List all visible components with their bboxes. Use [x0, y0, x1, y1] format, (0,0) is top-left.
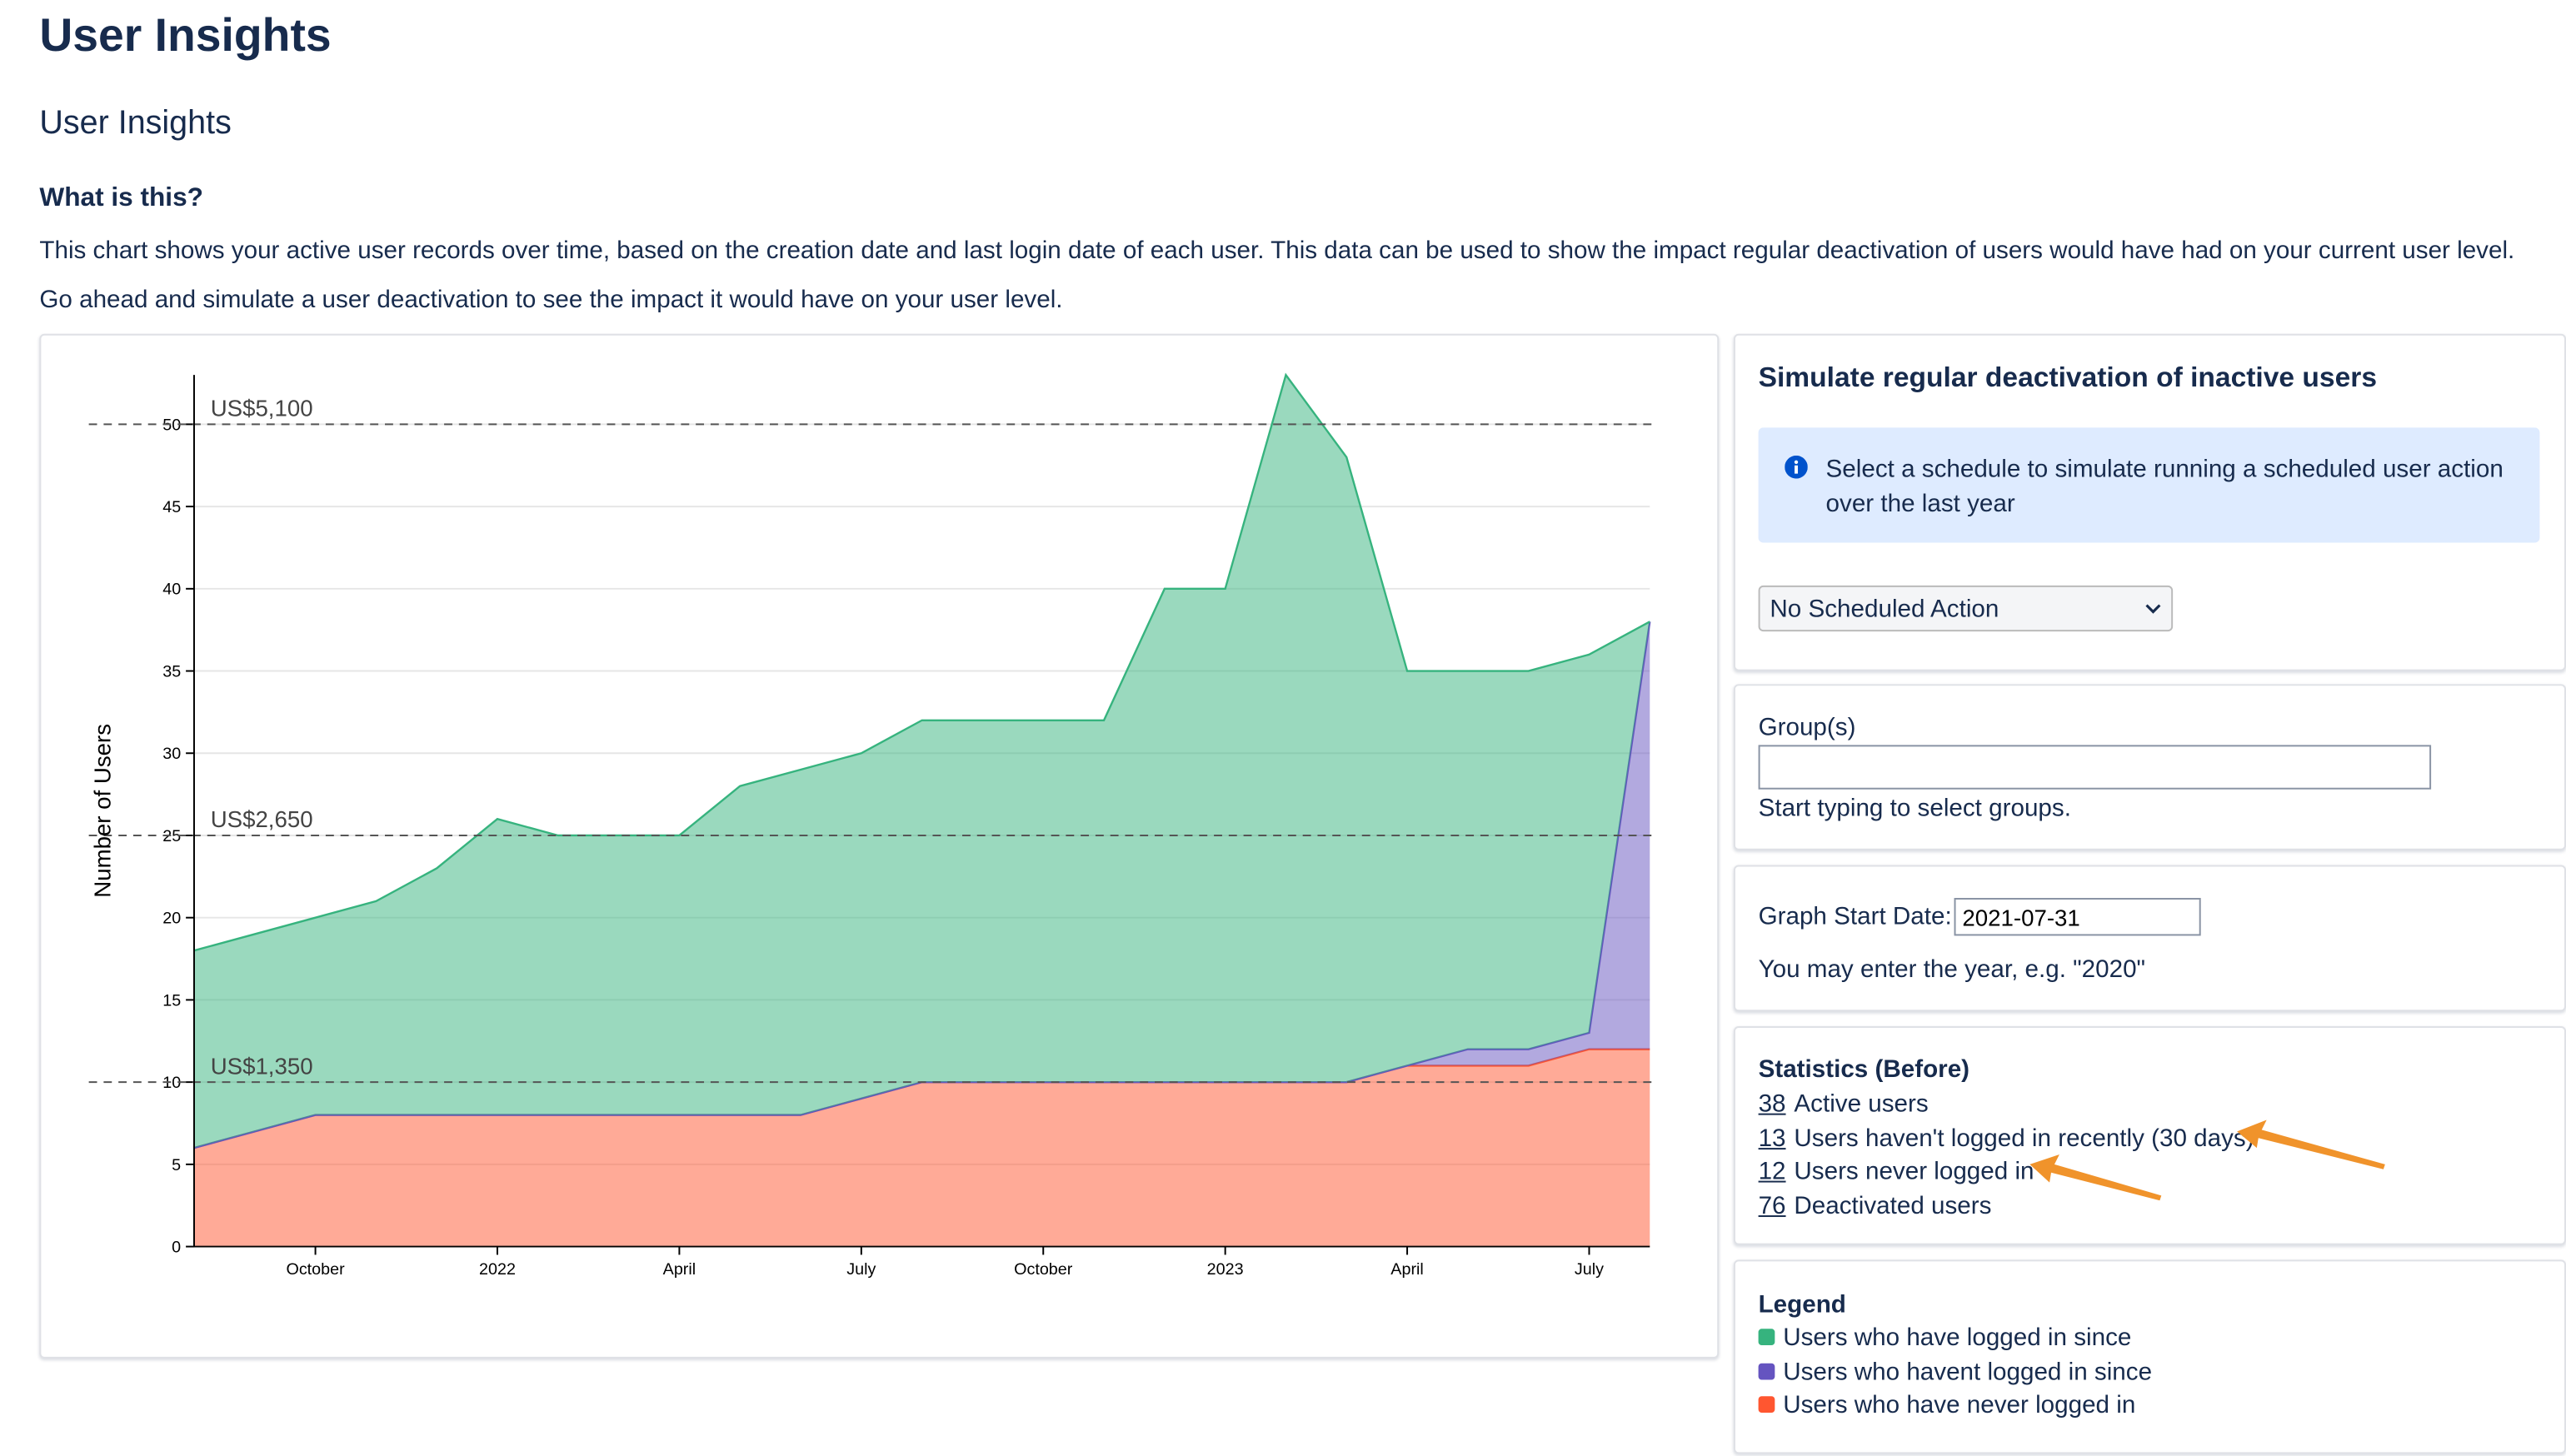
y-tick-label: 10: [162, 1074, 181, 1092]
date-hint: You may enter the year, e.g. "2020": [1758, 955, 2146, 984]
legend-item: Users who have never logged in: [1758, 1389, 2152, 1423]
legend-swatch: [1758, 1396, 1775, 1413]
prompt: Go ahead and simulate a user deactivatio…: [39, 286, 1063, 315]
stat-count[interactable]: 76: [1758, 1191, 1786, 1219]
statistics-panel: Statistics (Before) 38 Active users 13 User…: [1733, 1026, 2566, 1245]
groups-label: Group(s): [1758, 713, 1856, 742]
legend-item: Users who havent logged in since: [1758, 1356, 2153, 1389]
x-tick-label: July: [1575, 1260, 1604, 1279]
info-icon: [1785, 455, 1808, 479]
stat-row: 38 Active users: [1759, 1089, 2254, 1122]
stat-row: 12 Users never logged in: [1759, 1156, 2254, 1189]
stat-label: Active users: [1794, 1090, 1929, 1119]
legend-label: Users who have logged in since: [1783, 1324, 2132, 1352]
area: [193, 375, 1650, 1149]
chevron: [2145, 604, 2161, 614]
simulate-panel: Simulate regular deactivation of inactiv…: [1733, 333, 2566, 671]
y-tick-label: 0: [172, 1238, 181, 1256]
stat-row: 13 Users haven't logged in recently (30 d…: [1759, 1123, 2254, 1156]
y-tick-label: 40: [162, 581, 181, 599]
page-title: User Insights: [39, 9, 332, 62]
y-tick-label: 45: [162, 498, 181, 516]
y-tick-label: 25: [162, 827, 181, 845]
info-text: Select a schedule to simulate running a …: [1825, 455, 2504, 518]
y-tick-label: 20: [162, 910, 181, 928]
x-tick-label: 2022: [479, 1260, 516, 1279]
y-tick-label: 35: [162, 662, 181, 681]
statistics-title: Statistics (Before): [1758, 1055, 1970, 1085]
x-tick-label: October: [286, 1260, 345, 1279]
y-axis-label: Number of Users: [89, 724, 115, 898]
statistics-list: 38 Active users 13 Users haven't logged in …: [1759, 1089, 2254, 1224]
threshold-label: US$1,350: [211, 1053, 313, 1079]
legend-label: Users who havent logged in since: [1783, 1357, 2153, 1386]
schedule-select[interactable]: No Scheduled Action: [1758, 585, 2174, 632]
y-tick-label: 30: [162, 745, 181, 763]
stat-label: Users haven't logged in recently (30 day…: [1794, 1124, 2254, 1153]
chart: 0 5 10 15 20 25 30 35 40 45 50 US$5,100 US$2,650 US$1…: [88, 372, 1659, 1279]
legend-label: Users who have never logged in: [1783, 1391, 2136, 1419]
x-tick-label: April: [663, 1260, 696, 1279]
area: [193, 1049, 1650, 1247]
x-tick-label: July: [846, 1260, 876, 1279]
stat-label: Users never logged in: [1794, 1157, 2034, 1186]
date-input[interactable]: 2021-07-31: [1954, 898, 2201, 936]
y-tick-label: 50: [162, 416, 181, 434]
y-tick-label: 5: [172, 1156, 181, 1174]
legend-title: Legend: [1758, 1290, 1846, 1319]
select-value: No Scheduled Action: [1770, 595, 1999, 624]
info-box: Select a schedule to simulate running a …: [1758, 427, 2540, 543]
legend-panel: Legend Users who have logged in since Use…: [1733, 1259, 2566, 1454]
stat-label: Deactivated users: [1794, 1191, 1992, 1219]
legend-list: Users who have logged in since Users who …: [1758, 1322, 2153, 1423]
x-tick-label: October: [1014, 1260, 1073, 1279]
groups-hint: Start typing to select groups.: [1758, 794, 2071, 823]
description: This chart shows your active user record…: [39, 237, 2515, 265]
groups-input[interactable]: [1758, 745, 2432, 790]
date-label: Graph Start Date:: [1758, 902, 1952, 931]
threshold-label: US$2,650: [211, 806, 313, 832]
threshold-label: US$5,100: [211, 396, 313, 421]
stat-count[interactable]: 12: [1758, 1157, 1786, 1186]
legend-swatch: [1758, 1362, 1775, 1379]
y-tick-label: 15: [162, 991, 181, 1010]
panel-title: Simulate regular deactivation of inactiv…: [1758, 362, 2378, 393]
legend-swatch: [1758, 1329, 1775, 1346]
stat-count[interactable]: 13: [1758, 1124, 1786, 1153]
x-tick-label: April: [1390, 1260, 1423, 1279]
chart-panel: 0 5 10 15 20 25 30 35 40 45 50 US$5,100 US$2,650 US$1…: [39, 333, 1720, 1359]
stat-row: 76 Deactivated users: [1759, 1189, 2254, 1223]
date-panel: Graph Start Date: 2021-07-31 You may ent…: [1733, 865, 2566, 1012]
stat-count[interactable]: 38: [1758, 1090, 1786, 1119]
groups-panel: Group(s) Start typing to select groups.: [1733, 684, 2566, 850]
area-line: [193, 372, 1650, 952]
x-tick-label: 2023: [1207, 1260, 1244, 1279]
legend-item: Users who have logged in since: [1758, 1322, 2152, 1355]
section-title: User Insights: [39, 105, 232, 142]
heading: What is this?: [39, 184, 203, 212]
